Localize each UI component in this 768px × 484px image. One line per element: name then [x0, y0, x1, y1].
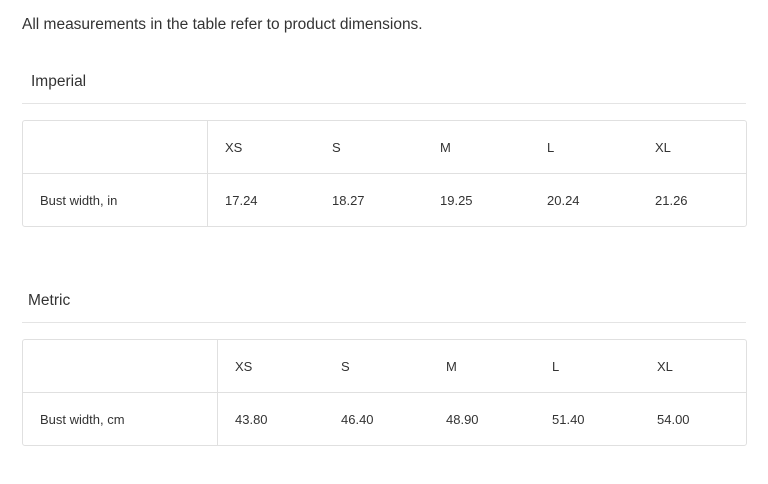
value-cell: 19.25	[440, 192, 473, 208]
table-row: Bust width, cm 43.80 46.40 48.90 51.40 5…	[23, 393, 746, 445]
imperial-heading: Imperial	[31, 73, 87, 90]
metric-heading: Metric	[28, 292, 71, 309]
size-header: S	[324, 340, 429, 393]
size-header: L	[535, 340, 640, 393]
divider	[22, 322, 746, 323]
row-label: Bust width, cm	[23, 393, 218, 445]
size-header: L	[530, 121, 638, 174]
divider	[22, 103, 746, 104]
imperial-size-table: XS S M L XL Bust width, in 17.24 18.27 1…	[22, 120, 747, 227]
value-cell: 46.40	[341, 411, 374, 427]
size-header: S	[315, 121, 423, 174]
header-empty-cell	[23, 340, 218, 393]
size-header: M	[423, 121, 530, 174]
value-cell: 54.00	[657, 411, 690, 427]
table-header-row: XS S M L XL	[23, 121, 746, 174]
row-label: Bust width, in	[23, 174, 208, 226]
size-header: M	[429, 340, 535, 393]
value-cell: 51.40	[552, 411, 585, 427]
metric-size-table: XS S M L XL Bust width, cm 43.80 46.40 4…	[22, 339, 747, 446]
size-header: XL	[640, 340, 746, 393]
value-cell: 48.90	[446, 411, 479, 427]
value-cell: 43.80	[235, 411, 268, 427]
size-header: XS	[208, 121, 315, 174]
size-header: XS	[218, 340, 324, 393]
value-cell: 21.26	[655, 192, 688, 208]
header-empty-cell	[23, 121, 208, 174]
value-cell: 20.24	[547, 192, 580, 208]
intro-text: All measurements in the table refer to p…	[22, 16, 423, 33]
table-row: Bust width, in 17.24 18.27 19.25 20.24 2…	[23, 174, 746, 226]
size-header: XL	[638, 121, 746, 174]
value-cell: 18.27	[332, 192, 365, 208]
table-header-row: XS S M L XL	[23, 340, 746, 393]
value-cell: 17.24	[225, 192, 258, 208]
